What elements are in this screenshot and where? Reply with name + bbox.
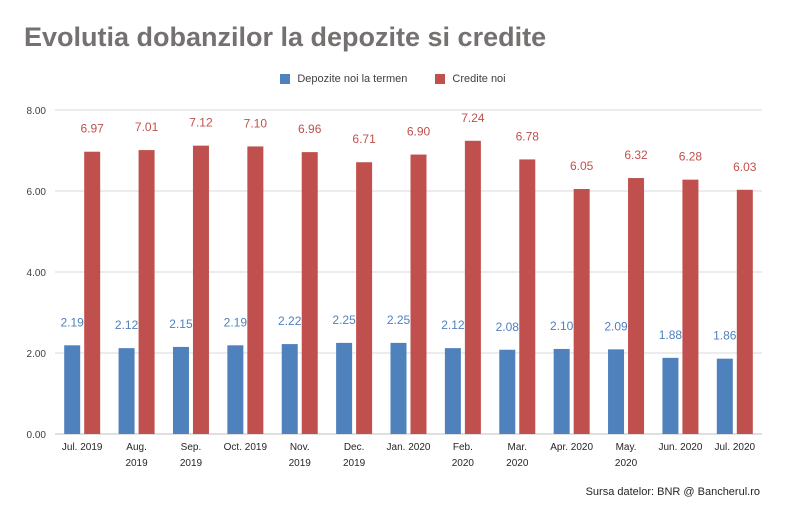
legend-item-credits: Credite noi bbox=[435, 73, 506, 85]
y-tick-label: 2.00 bbox=[27, 349, 47, 360]
credit-bar bbox=[573, 188, 590, 434]
credit-value-label: 6.05 bbox=[570, 159, 594, 173]
deposit-value-label: 2.12 bbox=[115, 318, 139, 332]
deposit-bar bbox=[118, 348, 135, 434]
credit-bar bbox=[247, 146, 264, 434]
credit-bar bbox=[301, 152, 318, 434]
credit-bar bbox=[410, 154, 427, 435]
x-tick-label: Oct. 2019 bbox=[224, 442, 268, 453]
deposit-bar bbox=[281, 344, 298, 434]
credit-value-label: 6.03 bbox=[733, 160, 757, 174]
x-tick-label: 2020 bbox=[452, 458, 475, 469]
deposit-bar bbox=[608, 349, 625, 434]
legend-swatch-deposits bbox=[280, 74, 291, 84]
deposit-value-label: 2.15 bbox=[169, 317, 193, 331]
x-tick-label: Jan. 2020 bbox=[387, 442, 431, 453]
credit-value-label: 6.90 bbox=[407, 125, 431, 139]
chart-title: Evolutia dobanzilor la depozite si credi… bbox=[24, 22, 547, 52]
legend-item-deposits: Depozite noi la termen bbox=[280, 73, 407, 85]
credit-value-label: 7.01 bbox=[135, 120, 159, 134]
deposit-value-label: 2.12 bbox=[441, 318, 465, 332]
deposit-bar bbox=[499, 349, 516, 434]
legend: Depozite noi la termen Credite noi bbox=[0, 73, 786, 85]
credit-bar bbox=[192, 145, 209, 434]
x-tick-label: Sep. bbox=[181, 442, 202, 453]
credit-bar bbox=[138, 150, 155, 434]
credit-bar bbox=[464, 140, 481, 434]
x-tick-label: May. bbox=[616, 442, 637, 453]
credit-bar bbox=[628, 178, 645, 434]
credit-bar bbox=[682, 179, 699, 434]
credit-value-label: 6.32 bbox=[624, 148, 648, 162]
deposit-value-label: 2.08 bbox=[496, 320, 520, 334]
credit-value-label: 6.96 bbox=[298, 122, 322, 136]
deposit-bar bbox=[716, 358, 733, 434]
deposit-bar bbox=[227, 345, 244, 434]
deposit-value-label: 1.88 bbox=[659, 328, 683, 342]
credit-bar bbox=[356, 162, 373, 434]
x-tick-label: 2019 bbox=[289, 458, 312, 469]
source-note: Sursa datelor: BNR @ Bancherul.ro bbox=[585, 486, 760, 498]
x-tick-label: Aug. bbox=[126, 442, 147, 453]
y-tick-label: 0.00 bbox=[27, 430, 47, 441]
x-tick-label: Apr. 2020 bbox=[550, 442, 593, 453]
deposit-bar bbox=[553, 348, 570, 434]
deposit-bar bbox=[172, 346, 189, 434]
deposit-bar bbox=[64, 345, 81, 434]
deposit-bar bbox=[662, 357, 679, 434]
x-tick-label: Dec. bbox=[344, 442, 365, 453]
x-tick-label: Nov. bbox=[290, 442, 310, 453]
deposit-value-label: 2.09 bbox=[604, 319, 628, 333]
x-tick-label: 2020 bbox=[615, 458, 638, 469]
deposit-value-label: 2.10 bbox=[550, 319, 574, 333]
credit-value-label: 6.97 bbox=[81, 122, 105, 136]
y-tick-label: 8.00 bbox=[27, 106, 47, 117]
credit-bar bbox=[519, 159, 536, 434]
credit-value-label: 7.12 bbox=[189, 116, 213, 130]
x-tick-label: Jun. 2020 bbox=[658, 442, 702, 453]
credit-bar bbox=[736, 189, 753, 434]
deposit-value-label: 2.19 bbox=[224, 315, 248, 329]
credit-value-label: 6.78 bbox=[516, 129, 540, 143]
x-tick-label: Feb. bbox=[453, 442, 473, 453]
deposit-value-label: 1.86 bbox=[713, 329, 737, 343]
deposit-value-label: 2.19 bbox=[61, 315, 85, 329]
x-tick-label: Mar. bbox=[508, 442, 527, 453]
credit-value-label: 6.28 bbox=[679, 150, 703, 164]
deposit-value-label: 2.25 bbox=[332, 313, 356, 327]
x-tick-label: Jul. 2020 bbox=[715, 442, 756, 453]
x-tick-label: 2019 bbox=[343, 458, 366, 469]
x-tick-label: 2019 bbox=[125, 458, 148, 469]
y-tick-label: 6.00 bbox=[27, 187, 47, 198]
legend-label-deposits: Depozite noi la termen bbox=[297, 73, 408, 85]
credit-value-label: 7.10 bbox=[244, 116, 268, 130]
credit-bar bbox=[84, 151, 101, 434]
credit-value-label: 6.71 bbox=[352, 132, 376, 146]
x-tick-label: 2019 bbox=[180, 458, 203, 469]
deposit-value-label: 2.25 bbox=[387, 313, 411, 327]
legend-swatch-credits bbox=[435, 74, 446, 84]
deposit-bar bbox=[390, 342, 407, 434]
deposit-bar bbox=[444, 348, 461, 434]
deposit-bar bbox=[336, 342, 353, 434]
legend-label-credits: Credite noi bbox=[452, 73, 506, 85]
y-tick-label: 4.00 bbox=[27, 268, 47, 279]
deposit-value-label: 2.22 bbox=[278, 314, 302, 328]
credit-value-label: 7.24 bbox=[461, 111, 485, 125]
x-tick-label: 2020 bbox=[506, 458, 529, 469]
x-tick-label: Jul. 2019 bbox=[62, 442, 103, 453]
